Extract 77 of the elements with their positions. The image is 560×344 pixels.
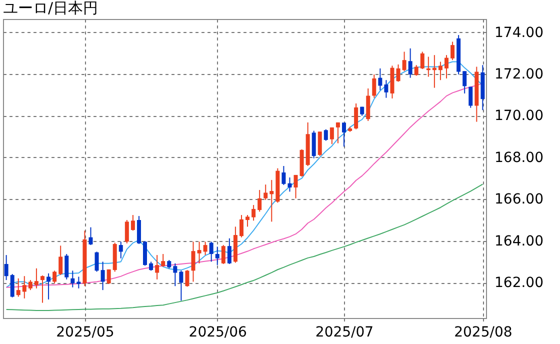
candlestick — [34, 268, 38, 289]
candlestick — [438, 61, 442, 81]
candlestick — [28, 280, 32, 291]
candlestick — [40, 274, 44, 304]
candlestick — [462, 70, 467, 94]
candlestick — [143, 240, 148, 266]
candlestick — [227, 238, 232, 264]
candlestick — [136, 216, 141, 244]
candlestick — [118, 241, 123, 259]
y-tick-label: 166.00 — [494, 192, 544, 208]
candlestick — [408, 48, 412, 78]
candlestick — [76, 276, 81, 289]
candlestick — [282, 166, 286, 186]
candlestick — [342, 122, 346, 148]
candlestick — [22, 276, 26, 299]
candlestick — [468, 86, 473, 108]
candlestick — [4, 254, 8, 281]
candlestick — [444, 54, 449, 79]
candlestick — [58, 245, 63, 276]
candlestick — [191, 241, 196, 282]
candlestick — [197, 241, 202, 264]
candlestick — [203, 241, 208, 256]
candlestick — [288, 176, 292, 192]
line-series — [6, 184, 484, 311]
candlestick — [258, 189, 262, 212]
candlestick — [312, 130, 316, 159]
candlestick — [100, 261, 105, 291]
y-tick-label: 170.00 — [494, 108, 544, 124]
candlestick — [372, 74, 376, 98]
candlestick — [336, 122, 340, 144]
candlestick — [155, 254, 160, 280]
candlestick — [420, 51, 424, 70]
x-tick-label: 2025/07 — [315, 324, 374, 340]
y-tick-label: 168.00 — [494, 150, 544, 166]
candlestick — [161, 253, 166, 268]
y-tick-label: 164.00 — [494, 233, 544, 250]
chart-title: ユーロ/日本円 — [3, 0, 98, 17]
candlestick — [318, 131, 322, 156]
candlestick — [270, 179, 274, 222]
x-tick-label: 2025/06 — [188, 324, 248, 340]
x-tick-label: 2025/08 — [454, 324, 512, 340]
candlestick — [414, 64, 418, 76]
candlestick — [64, 253, 69, 280]
candlestick — [384, 80, 388, 98]
candlestick — [450, 41, 455, 61]
candlestick — [396, 64, 400, 82]
candlestick — [185, 270, 190, 288]
candlestick — [378, 68, 382, 91]
candlestick — [70, 270, 75, 288]
candlestick — [173, 262, 178, 287]
candlestick — [330, 126, 334, 145]
y-tick-label: 174.00 — [494, 24, 544, 41]
candlestick — [221, 244, 226, 264]
candlestick — [52, 270, 57, 284]
x-tick-label: 2025/05 — [56, 324, 114, 340]
candlestick — [94, 251, 99, 272]
candlestick — [354, 102, 358, 130]
y-tick-label: 162.00 — [494, 275, 544, 292]
candlestick — [215, 246, 220, 266]
candlestick — [130, 214, 135, 232]
candlestick — [209, 241, 214, 262]
candlestick — [10, 274, 14, 298]
y-tick-label: 172.00 — [494, 66, 544, 83]
candlestick — [239, 214, 244, 238]
candlestick — [324, 128, 328, 142]
candlestick — [246, 214, 250, 228]
candlestick — [402, 51, 406, 72]
candlestick — [366, 88, 370, 122]
candlestick — [106, 268, 111, 285]
candlestick — [294, 174, 298, 199]
candlestick — [264, 184, 268, 200]
candlestick — [179, 270, 184, 302]
candlestick — [124, 220, 129, 244]
candlestick — [16, 278, 20, 298]
candlestick — [252, 204, 256, 222]
candlestick — [88, 226, 93, 246]
candlestick — [46, 272, 51, 300]
